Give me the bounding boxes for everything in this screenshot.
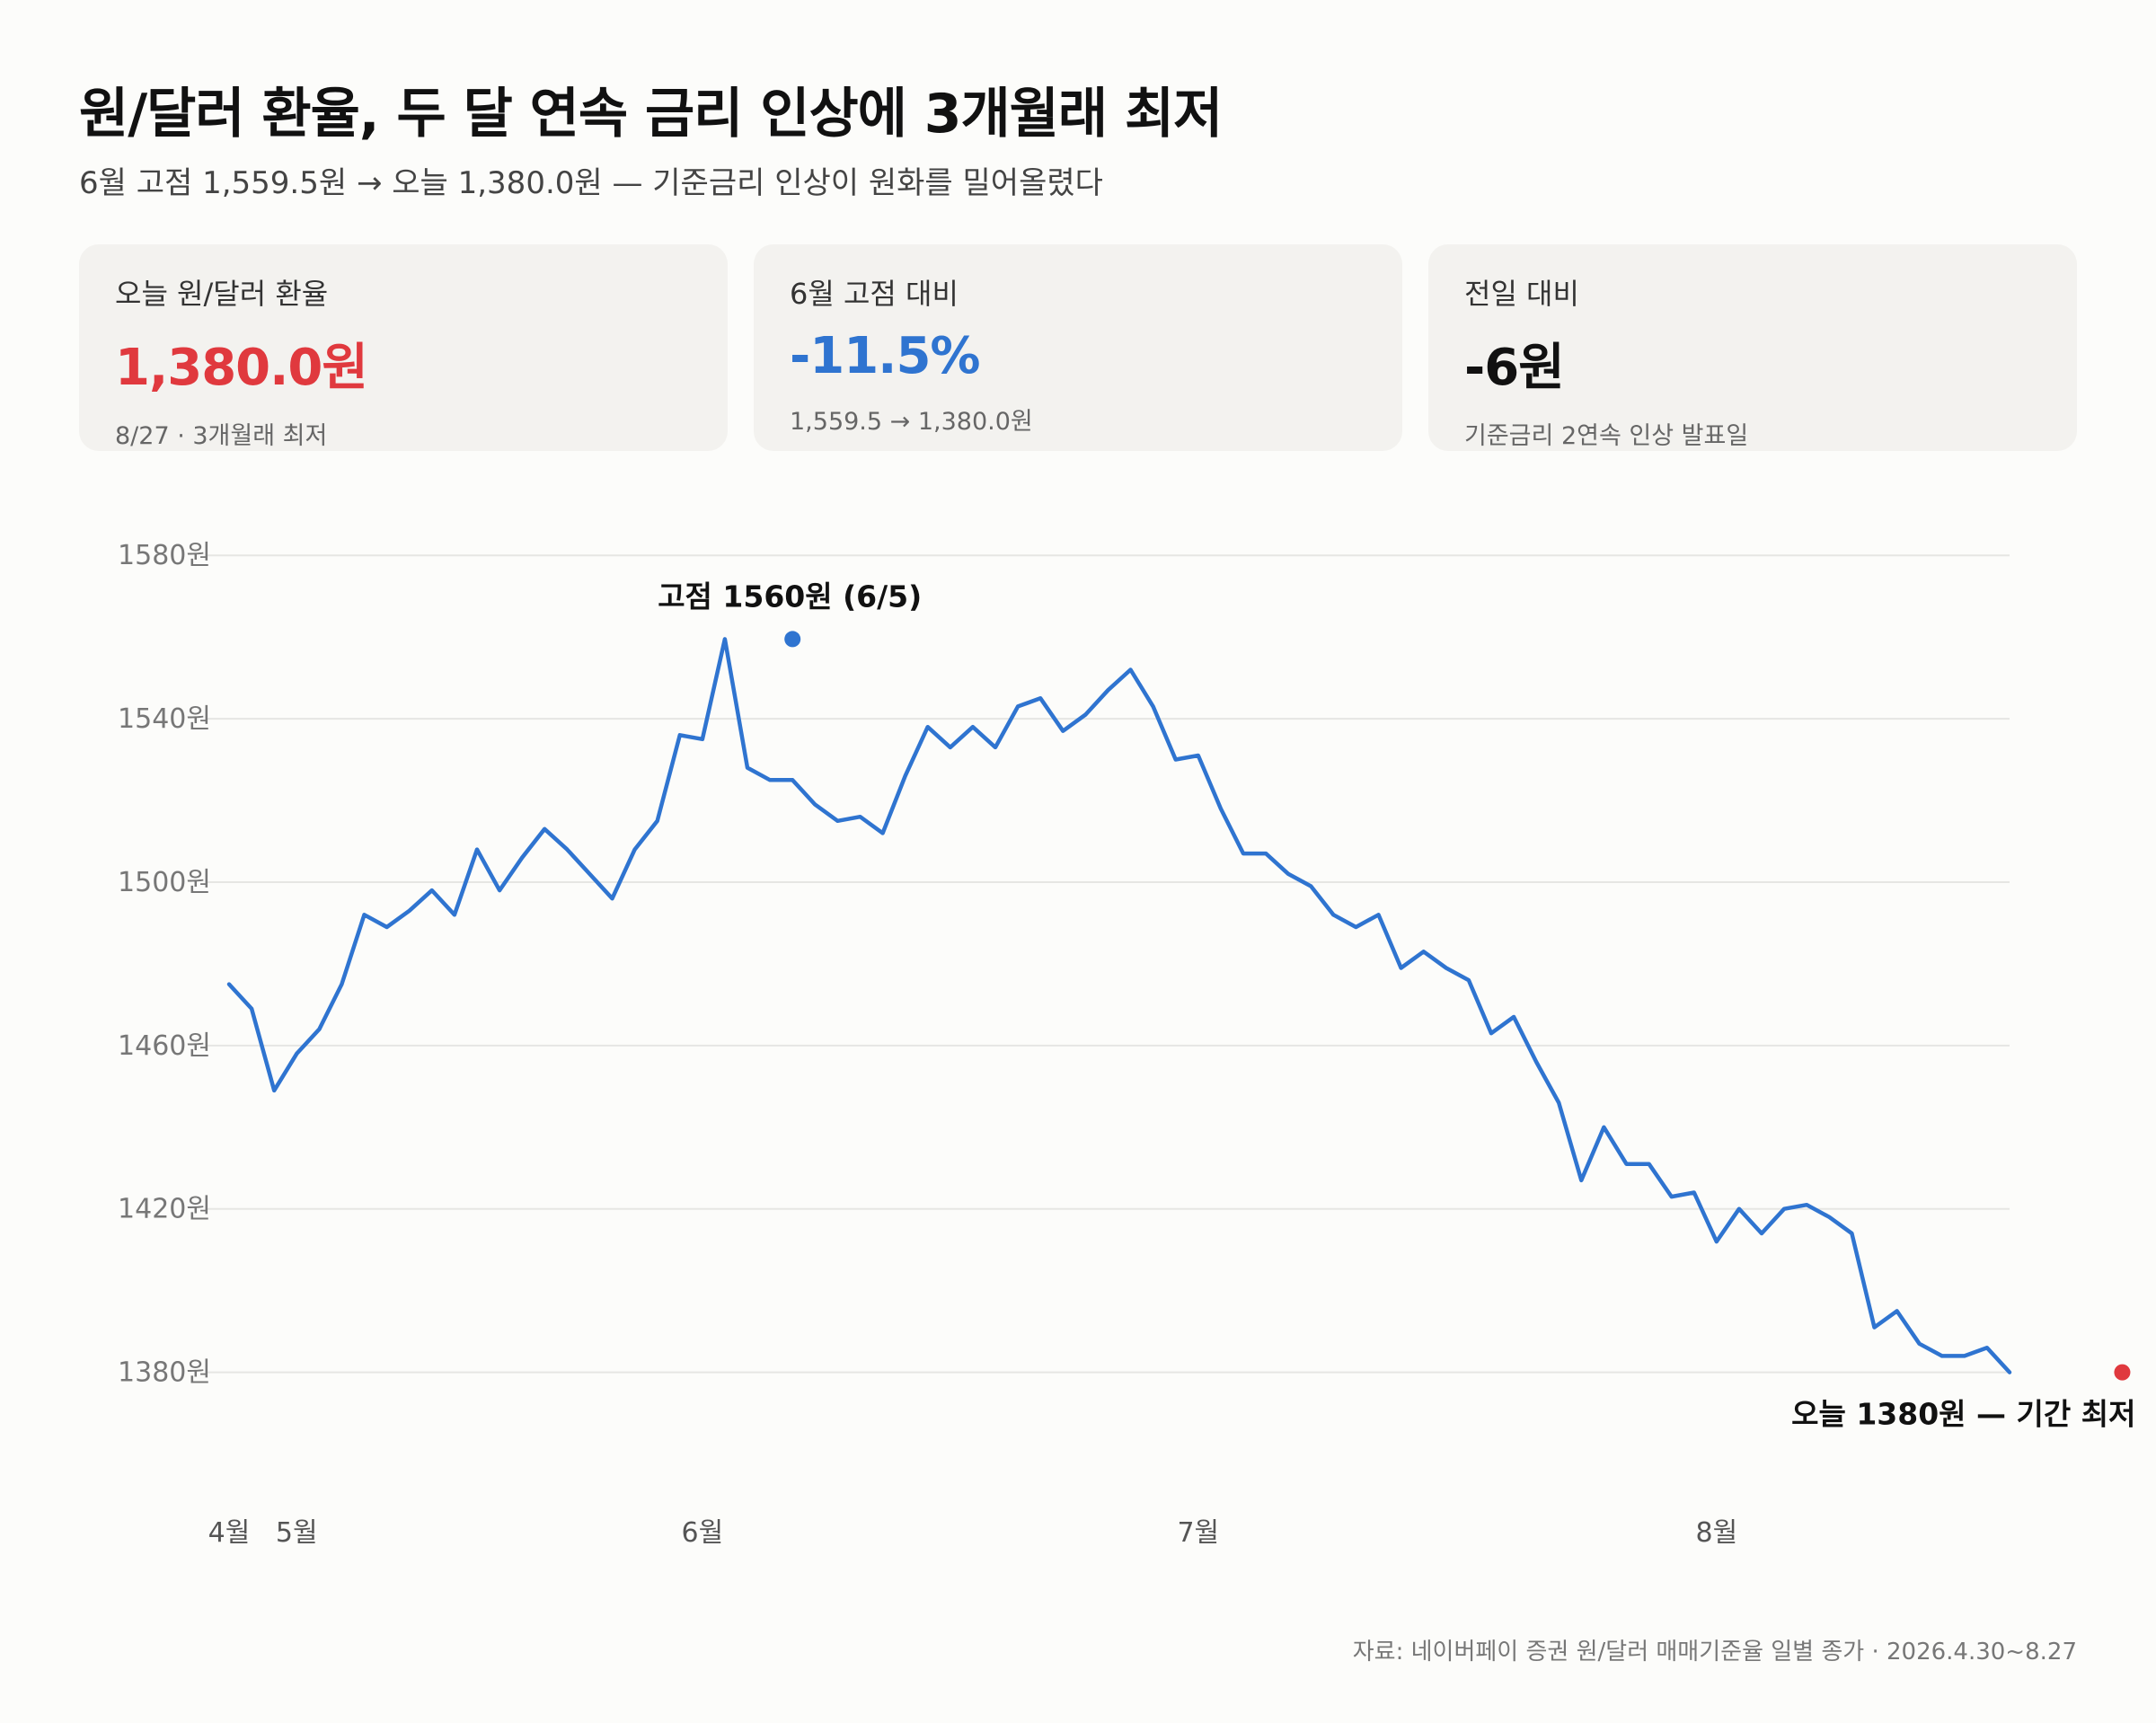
y-tick-label: 1500원: [118, 867, 211, 898]
y-tick-label: 1380원: [118, 1357, 211, 1389]
stat-card-day-change: 전일 대비 -6원 기준금리 2연속 인상 발표일: [1428, 244, 2077, 451]
stat-note: 기준금리 2연속 인상 발표일: [1464, 422, 1749, 450]
x-axis: 4월 5월 6월 7월 8월: [208, 1517, 1738, 1549]
chart-subtitle: 6월 고점 1,559.5원 → 오늘 1,380.0원 — 기준금리 인상이 …: [79, 165, 1103, 201]
grid-layer: [207, 554, 2010, 1374]
x-tick-label: 7월: [1177, 1517, 1219, 1549]
exchange-rate-line-chart: 1380원 1420원 1460원 1500원 1540원 1580원 4월 5월 6월 7월 8…: [118, 540, 2135, 1549]
stat-value: -6원: [1464, 339, 1565, 397]
exchange-rate-line: [226, 637, 2012, 1374]
y-tick-label: 1420원: [118, 1194, 211, 1225]
y-axis: 1380원 1420원 1460원 1500원 1540원 1580원: [118, 540, 211, 1388]
stat-card-from-peak: 6월 고점 대비 -11.5% 1,559.5 → 1,380.0원: [754, 244, 1402, 451]
stat-value: 1,380.0원: [115, 339, 368, 397]
stat-label: 오늘 원/달러 환율: [115, 277, 329, 311]
y-tick-label: 1580원: [118, 540, 211, 571]
today-marker: [2114, 1364, 2131, 1381]
x-tick-label: 6월: [682, 1517, 724, 1549]
x-tick-label: 5월: [276, 1517, 318, 1549]
today-annotation: 오늘 1380원 — 기간 최저: [1791, 1397, 2135, 1432]
stat-note: 1,559.5 → 1,380.0원: [790, 408, 1033, 436]
chart-title: 원/달러 환율, 두 달 연속 금리 인상에 3개월래 최저: [79, 83, 1223, 146]
source-note: 자료: 네이버페이 증권 원/달러 매매기준율 일별 종가 · 2026.4.3…: [1352, 1639, 2077, 1666]
y-tick-label: 1460원: [118, 1030, 211, 1062]
peak-annotation: 고점 1560원 (6/5): [658, 579, 922, 614]
x-tick-label: 4월: [208, 1517, 251, 1549]
stat-label: 전일 대비: [1464, 277, 1579, 311]
stat-note: 8/27 · 3개월래 최저: [115, 422, 328, 450]
stat-value: -11.5%: [790, 327, 981, 385]
x-tick-label: 8월: [1696, 1517, 1738, 1549]
peak-marker: [784, 631, 801, 648]
y-tick-label: 1540원: [118, 703, 211, 735]
stat-card-today: 오늘 원/달러 환율 1,380.0원 8/27 · 3개월래 최저: [79, 244, 728, 451]
stat-label: 6월 고점 대비: [790, 277, 959, 311]
